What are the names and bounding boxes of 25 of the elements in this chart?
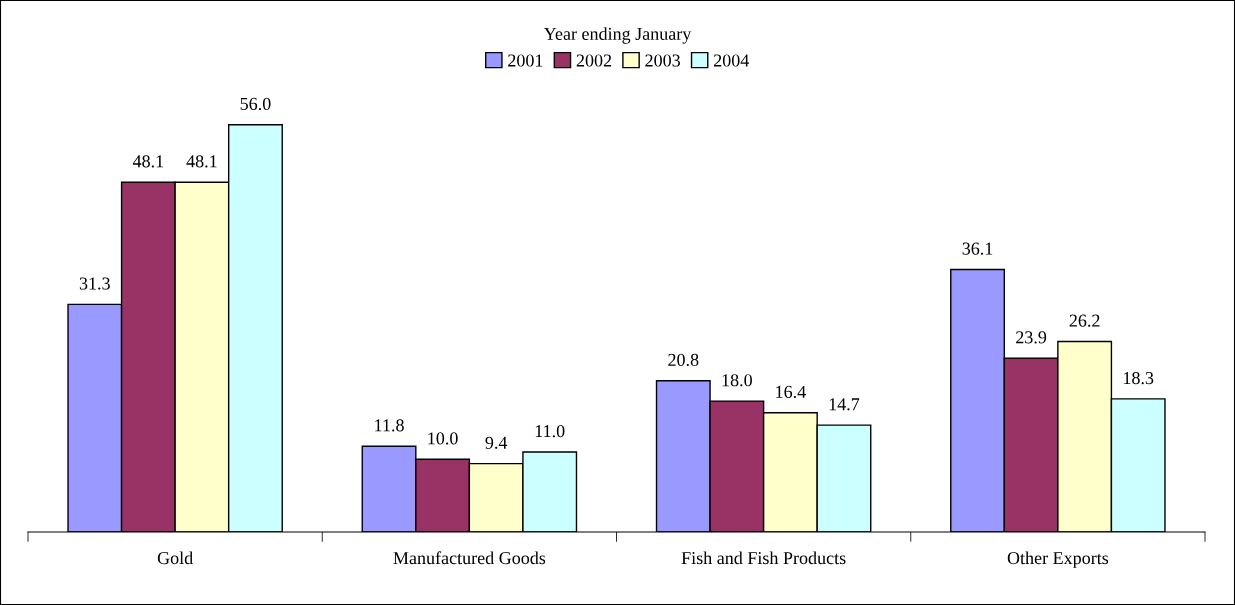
data-label: 48.1 [132,155,164,168]
data-label: 56.0 [240,97,271,111]
data-label: 18.0 [722,374,752,387]
data-label: 9.4 [485,436,508,449]
x-tick-label: Fish and Fish Products [681,551,846,565]
data-label: 11.8 [375,419,404,432]
legend-title: Year ending January [543,27,692,44]
data-label: 23.9 [1016,331,1047,344]
x-tick-label: Other Exports [1007,551,1109,568]
legend-label: 2002 [576,54,612,67]
data-label: 18.3 [1123,371,1154,385]
x-tick-label: Manufactured Goods [393,551,546,565]
data-label: 36.1 [962,242,993,255]
data-label: 48.1 [186,155,217,168]
legend-label: 2003 [645,54,680,67]
x-tick-label: Gold [157,551,193,565]
data-label: 11.0 [535,425,565,438]
data-label: 14.7 [829,398,860,411]
legend-label: 2004 [713,54,750,67]
data-label: 31.3 [79,277,110,290]
data-label: 10.0 [428,432,458,445]
data-label: 20.8 [668,353,699,367]
legend-label: 2001 [508,54,543,67]
data-label: 16.4 [776,385,806,399]
data-label: 26.2 [1069,314,1100,327]
